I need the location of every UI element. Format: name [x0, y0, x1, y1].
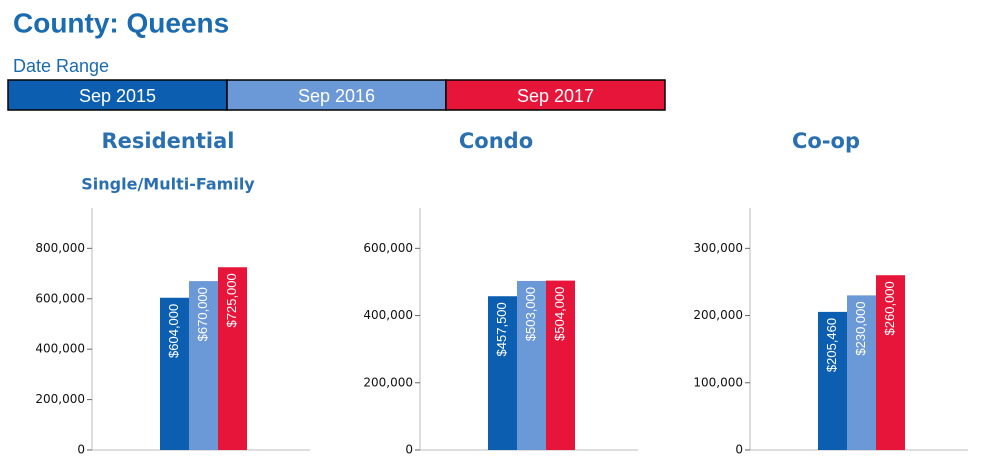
value-label: $260,000 — [882, 281, 897, 335]
chart-title: Residential — [102, 129, 235, 153]
legend-swatch — [7, 79, 228, 111]
legend-swatch — [226, 79, 447, 111]
bar — [818, 311, 847, 450]
y-tick-label: 800,000 — [35, 241, 85, 255]
value-label: $205,460 — [824, 318, 839, 372]
y-tick-label: 100,000 — [693, 375, 743, 389]
y-tick-label: 200,000 — [363, 375, 413, 389]
value-label: $230,000 — [853, 301, 868, 355]
y-tick-label: 0 — [735, 443, 743, 457]
date-range-label: Date Range — [13, 56, 109, 76]
legend-label: Sep 2016 — [298, 86, 375, 106]
legend-swatch — [445, 79, 666, 111]
bar — [517, 280, 546, 450]
value-label: $604,000 — [166, 304, 181, 358]
value-label: $670,000 — [195, 287, 210, 341]
chart-title: Condo — [459, 129, 533, 153]
y-tick-label: 600,000 — [35, 291, 85, 305]
bar — [876, 275, 905, 450]
y-tick-label: 300,000 — [693, 241, 743, 255]
bar — [847, 295, 876, 450]
legend-label: Sep 2017 — [517, 86, 594, 106]
y-tick-label: 0 — [405, 443, 413, 457]
y-tick-label: 0 — [77, 443, 85, 457]
y-tick-label: 400,000 — [35, 342, 85, 356]
y-tick-label: 200,000 — [693, 308, 743, 322]
chart-title: Co-op — [792, 129, 860, 153]
bar — [160, 297, 189, 450]
y-tick-label: 400,000 — [363, 308, 413, 322]
value-label: $503,000 — [523, 287, 538, 341]
value-label: $504,000 — [552, 287, 567, 341]
legend-label: Sep 2015 — [79, 86, 156, 106]
bar — [218, 267, 247, 450]
bar — [546, 280, 575, 450]
y-tick-label: 600,000 — [363, 241, 413, 255]
value-label: $725,000 — [224, 273, 239, 327]
bar — [488, 296, 517, 450]
chart-subtitle: Single/Multi-Family — [81, 175, 255, 194]
y-tick-label: 200,000 — [35, 392, 85, 406]
page-title: County: Queens — [13, 7, 229, 38]
bar — [189, 281, 218, 450]
value-label: $457,500 — [494, 302, 509, 356]
